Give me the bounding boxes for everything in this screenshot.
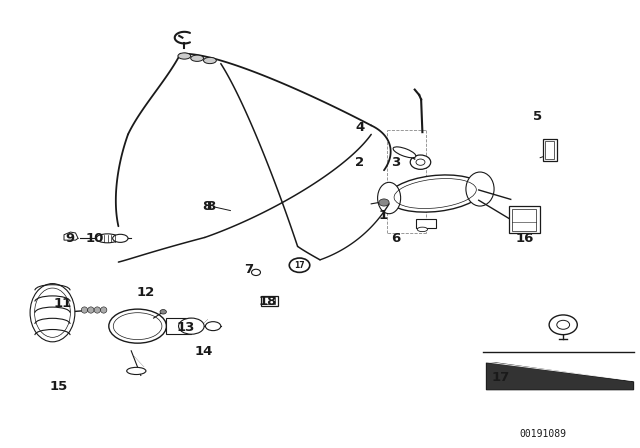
- Ellipse shape: [191, 55, 204, 61]
- Bar: [543, 139, 557, 161]
- Text: 12: 12: [137, 285, 155, 299]
- Circle shape: [379, 199, 389, 206]
- Ellipse shape: [88, 307, 94, 313]
- Text: 7: 7: [244, 263, 253, 276]
- Ellipse shape: [204, 57, 216, 64]
- Text: 2: 2: [355, 155, 364, 169]
- Text: 15: 15: [50, 379, 68, 393]
- Text: 17: 17: [492, 370, 509, 384]
- Text: 14: 14: [195, 345, 212, 358]
- Circle shape: [557, 320, 570, 329]
- Bar: [416, 219, 436, 228]
- Circle shape: [410, 155, 431, 169]
- Bar: [261, 296, 278, 306]
- Text: 13: 13: [177, 321, 195, 335]
- Ellipse shape: [94, 307, 100, 313]
- Ellipse shape: [393, 147, 416, 158]
- Text: 17: 17: [294, 261, 305, 270]
- Text: 1: 1: [378, 209, 387, 223]
- Ellipse shape: [100, 307, 107, 313]
- Ellipse shape: [81, 307, 88, 313]
- Text: 11: 11: [54, 297, 72, 310]
- Ellipse shape: [466, 172, 494, 206]
- Circle shape: [160, 310, 166, 314]
- Polygon shape: [64, 232, 78, 240]
- Text: 10: 10: [86, 232, 104, 245]
- Bar: [545, 141, 554, 159]
- Text: 00191089: 00191089: [519, 429, 566, 439]
- Ellipse shape: [417, 227, 428, 232]
- Bar: [512, 209, 536, 231]
- Bar: [509, 206, 540, 233]
- Ellipse shape: [205, 322, 221, 331]
- Text: 18: 18: [259, 294, 276, 308]
- Text: 6: 6: [391, 232, 400, 245]
- Ellipse shape: [179, 318, 204, 334]
- Ellipse shape: [178, 53, 191, 59]
- Bar: [263, 297, 275, 304]
- Text: 16: 16: [516, 232, 534, 245]
- Ellipse shape: [388, 175, 483, 212]
- Ellipse shape: [378, 182, 401, 214]
- Text: 3: 3: [391, 155, 400, 169]
- Circle shape: [549, 315, 577, 335]
- Circle shape: [252, 269, 260, 276]
- Bar: [166, 318, 191, 334]
- Polygon shape: [486, 363, 634, 390]
- Text: 9: 9: [66, 232, 75, 245]
- Text: 8: 8: [202, 200, 211, 214]
- Text: 8: 8: [207, 200, 216, 214]
- Ellipse shape: [109, 309, 166, 343]
- Text: 5: 5: [533, 110, 542, 123]
- Ellipse shape: [113, 234, 128, 242]
- Text: 4: 4: [355, 121, 364, 134]
- Ellipse shape: [127, 367, 146, 375]
- Circle shape: [289, 258, 310, 272]
- Ellipse shape: [96, 234, 119, 243]
